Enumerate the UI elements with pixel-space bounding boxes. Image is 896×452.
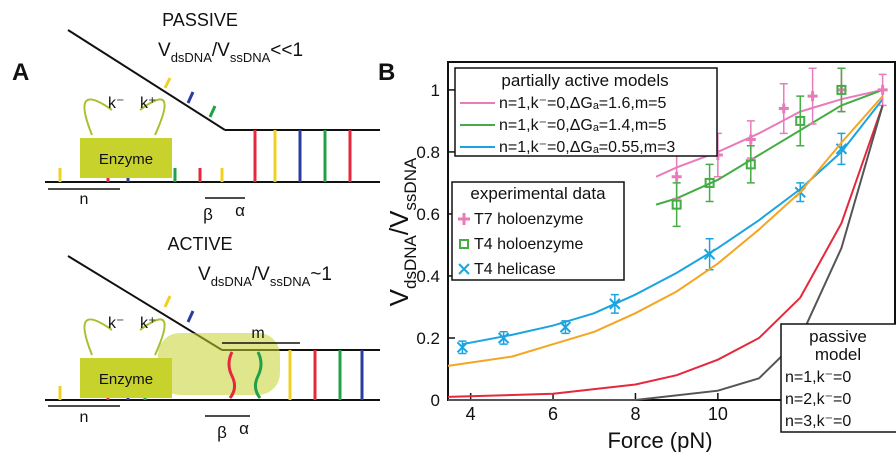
- ratio-part: /V: [252, 264, 270, 285]
- ratio-part: <<1: [270, 40, 303, 61]
- m-label: m: [251, 325, 264, 342]
- legend-label: n=1,k⁻=0,ΔGₐ=1.6,m=5: [499, 95, 667, 112]
- x-tick-label: 6: [548, 404, 558, 424]
- model-curve: [447, 105, 884, 398]
- marker: [704, 177, 715, 188]
- legend-box: [780, 323, 896, 433]
- legend-box: [454, 67, 718, 157]
- legend-title: partially active models: [501, 71, 668, 90]
- marker: [745, 134, 756, 145]
- legend-swatch: [458, 213, 470, 225]
- rate-arrows: [83, 98, 166, 356]
- legend-swatch: [459, 239, 469, 249]
- x-tick-label: 8: [630, 404, 640, 424]
- ratio-part: ~1: [310, 264, 332, 285]
- y-axis-label: VdsDNA/VssDNA: [384, 157, 420, 306]
- plot-frame: [447, 61, 896, 401]
- alpha-label: α: [239, 419, 249, 438]
- legend-swatch: [458, 263, 470, 275]
- active-region: [158, 333, 280, 395]
- active-title: ACTIVE: [167, 234, 232, 254]
- legend-title: model: [815, 345, 861, 364]
- rate-label: k⁻: [108, 95, 124, 112]
- rate-label: k⁻: [108, 315, 124, 332]
- legend-label: n=2,k⁻=0: [785, 391, 851, 408]
- marker: [671, 171, 682, 182]
- bases: [58, 77, 364, 400]
- legend-label: T4 helicase: [474, 261, 556, 278]
- y-label-part: dsDNA: [401, 234, 420, 289]
- error-bar: [672, 182, 681, 228]
- enzyme-label: Enzyme: [99, 371, 153, 388]
- marker: [671, 199, 682, 210]
- enzyme-label: Enzyme: [99, 151, 153, 168]
- panel-label: B: [378, 59, 395, 86]
- model-curve: [447, 95, 884, 367]
- error-bar: [746, 144, 755, 184]
- panel-label: A: [12, 59, 29, 86]
- legend-label: n=1,k⁻=0: [785, 369, 851, 386]
- ratio-part: V: [158, 40, 171, 61]
- y-tick-label: 1: [431, 81, 440, 100]
- panel-a: A PASSIVE VdsDNA/VssDNA<<1 Enzyme k⁻ k⁺ …: [12, 10, 380, 442]
- y-tick-label: 0.2: [416, 329, 440, 348]
- marker: [497, 332, 510, 344]
- ratio-part: V: [198, 264, 211, 285]
- x-tick-label: 4: [466, 404, 476, 424]
- y-tick-label: 0: [431, 391, 440, 410]
- x-axis-label: Force (pN): [607, 428, 712, 452]
- y-tick-label: 0.6: [416, 205, 440, 224]
- y-label-part: V: [384, 288, 414, 306]
- marker: [609, 298, 621, 310]
- y-tick-label: 0.4: [416, 267, 440, 286]
- legend-label: n=1,k⁻=0,ΔGₐ=0.55,m=3: [499, 139, 675, 156]
- alpha-label: α: [235, 201, 245, 220]
- marker: [795, 115, 806, 126]
- marker: [745, 159, 756, 170]
- enzyme-box: [80, 138, 172, 178]
- ratio-part: ssDNA: [230, 50, 271, 65]
- legend-box: [451, 181, 625, 281]
- x-tick-label: 10: [708, 404, 728, 424]
- marker: [807, 91, 818, 102]
- error-bar: [705, 163, 714, 203]
- legend-label: n=1,k⁻=0,ΔGₐ=1.4,m=5: [499, 117, 667, 134]
- ratio-passive: VdsDNA/VssDNA<<1: [158, 40, 303, 65]
- model-curve: [448, 105, 884, 401]
- step-label: n: [80, 191, 89, 208]
- error-bar: [837, 67, 846, 113]
- ratio-active: VdsDNA/VssDNA~1: [198, 264, 332, 289]
- marker: [836, 84, 847, 95]
- ratio-part: /V: [212, 40, 230, 61]
- beta-label: β: [217, 423, 227, 442]
- y-tick-label: 0.8: [416, 143, 440, 162]
- passive-title: PASSIVE: [162, 10, 238, 30]
- beta-label: β: [203, 205, 213, 224]
- y-label-part: /V: [384, 210, 414, 235]
- ratio-part: dsDNA: [171, 50, 213, 65]
- legend-label: T4 holoenzyme: [474, 236, 583, 253]
- marker: [877, 84, 888, 95]
- legend-title: experimental data: [470, 184, 606, 203]
- marker: [559, 321, 572, 333]
- y-label-part: ssDNA: [401, 157, 420, 211]
- rate-label: k⁺: [140, 315, 156, 332]
- legend-label: T7 holoenzyme: [474, 211, 583, 228]
- legend-label: n=3,k⁻=0: [785, 413, 851, 430]
- error-bar: [796, 95, 805, 147]
- enzyme-box: [80, 358, 172, 398]
- marker: [456, 341, 469, 353]
- panel-b: B Force (pN) VdsDNA/VssDNA 0 0.2 0.4 0.6 0.8…: [378, 59, 896, 452]
- ratio-part: dsDNA: [211, 274, 253, 289]
- legend-title: passive: [809, 327, 867, 346]
- rate-label: k⁺: [140, 95, 156, 112]
- marker: [778, 103, 789, 114]
- ratio-part: ssDNA: [270, 274, 311, 289]
- unwound-bases: [227, 351, 263, 399]
- step-label: n: [80, 409, 89, 426]
- marker: [703, 248, 716, 260]
